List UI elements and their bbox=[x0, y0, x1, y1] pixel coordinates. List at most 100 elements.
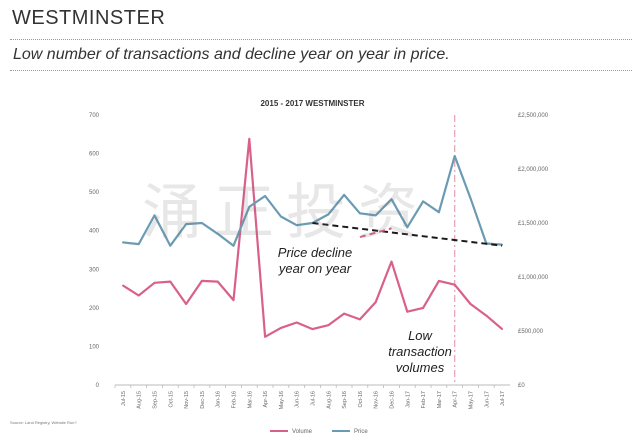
x-tick-label: Apr-16 bbox=[263, 391, 269, 408]
x-tick-label: May-16 bbox=[279, 391, 285, 409]
data-point-price bbox=[201, 222, 203, 224]
data-point-price bbox=[422, 200, 424, 203]
data-point-volume bbox=[453, 283, 456, 286]
data-point-volume bbox=[264, 335, 266, 338]
x-tick-label: Jul-15 bbox=[121, 391, 127, 406]
data-point-volume bbox=[295, 321, 298, 324]
series-line-price bbox=[122, 154, 503, 247]
y-left-tick-label: 100 bbox=[89, 344, 100, 350]
x-tick-label: Sep-16 bbox=[342, 391, 348, 409]
x-tick-label: Aug-16 bbox=[326, 391, 332, 409]
data-point-price bbox=[390, 198, 393, 201]
y-left-tick-label: 0 bbox=[96, 383, 100, 389]
data-point-volume bbox=[153, 281, 156, 284]
data-point-price bbox=[343, 194, 345, 196]
data-point-price bbox=[216, 232, 219, 235]
data-point-volume bbox=[390, 260, 393, 263]
y-left-tick-label: 300 bbox=[89, 267, 100, 273]
data-point-volume bbox=[185, 303, 188, 305]
price-annotation: Price decline year on year bbox=[255, 245, 375, 277]
x-tick-label: Jul-16 bbox=[311, 391, 317, 406]
data-point-price bbox=[122, 241, 124, 244]
data-point-volume bbox=[232, 299, 235, 302]
data-point-price bbox=[469, 197, 472, 200]
x-tick-label: Apr-17 bbox=[453, 391, 459, 408]
y-right-tick-label: £500,000 bbox=[518, 329, 544, 335]
data-point-volume bbox=[137, 294, 140, 297]
x-tick-label: Mar-17 bbox=[437, 391, 443, 408]
data-point-volume bbox=[501, 328, 503, 330]
data-point-price bbox=[232, 244, 235, 247]
x-tick-label: Jul-17 bbox=[500, 391, 506, 406]
title-divider bbox=[10, 39, 632, 40]
data-point-price bbox=[137, 243, 140, 245]
data-point-price bbox=[374, 214, 377, 217]
data-point-price bbox=[327, 213, 330, 216]
data-point-volume bbox=[122, 284, 124, 287]
source-note: Source: Land Registry, Website Run? bbox=[10, 420, 77, 425]
data-point-volume bbox=[422, 306, 424, 309]
data-point-price bbox=[359, 212, 361, 215]
data-point-volume bbox=[327, 324, 330, 327]
x-tick-label: Oct-15 bbox=[168, 391, 174, 408]
x-tick-label: Mar-16 bbox=[247, 391, 253, 408]
x-tick-label: Jun-16 bbox=[295, 391, 301, 408]
data-point-price bbox=[453, 155, 456, 157]
volume-annotation-line-1: Low bbox=[408, 328, 432, 343]
price-annotation-line-2: year on year bbox=[278, 261, 352, 276]
data-point-price bbox=[295, 224, 298, 227]
y-left-tick-label: 200 bbox=[89, 306, 100, 312]
data-point-price bbox=[438, 211, 440, 214]
data-point-volume bbox=[485, 314, 488, 317]
x-tick-label: Nov-16 bbox=[374, 391, 380, 409]
y-right-tick-label: £1,500,000 bbox=[518, 221, 549, 227]
data-point-volume bbox=[201, 279, 203, 282]
data-point-volume bbox=[311, 328, 314, 330]
data-point-volume bbox=[343, 312, 345, 315]
legend-label-volume: Volume bbox=[292, 429, 313, 435]
data-point-volume bbox=[216, 280, 219, 283]
y-right-tick-label: £0 bbox=[518, 383, 525, 389]
data-point-price bbox=[185, 223, 188, 225]
x-tick-label: Sep-15 bbox=[153, 391, 159, 409]
series-line-volume bbox=[122, 137, 503, 338]
x-tick-label: Jan-17 bbox=[405, 391, 411, 408]
volume-annotation-line-3: volumes bbox=[395, 360, 445, 375]
data-point-price bbox=[153, 214, 156, 217]
data-point-price bbox=[280, 215, 282, 218]
y-left-tick-label: 400 bbox=[89, 229, 100, 235]
y-left-tick-label: 500 bbox=[89, 190, 100, 196]
data-point-volume bbox=[359, 318, 361, 321]
data-point-volume bbox=[469, 303, 472, 305]
x-tick-label: Jan-16 bbox=[216, 391, 222, 408]
data-point-volume bbox=[280, 327, 282, 329]
subtitle-divider bbox=[10, 70, 632, 71]
y-right-tick-label: £2,000,000 bbox=[518, 167, 549, 173]
y-left-tick-label: 600 bbox=[89, 152, 100, 158]
data-point-volume bbox=[248, 138, 251, 140]
x-tick-label: Dec-15 bbox=[200, 391, 206, 409]
x-tick-label: Jun-17 bbox=[484, 391, 490, 408]
data-point-price bbox=[406, 226, 409, 229]
data-point-volume bbox=[406, 310, 409, 313]
x-tick-label: Aug-15 bbox=[137, 391, 143, 409]
y-right-tick-label: £2,500,000 bbox=[518, 113, 549, 119]
y-left-tick-label: 700 bbox=[89, 113, 100, 119]
x-tick-label: Nov-15 bbox=[184, 391, 190, 409]
volume-annotation-line-2: transaction bbox=[388, 344, 452, 359]
page-title: WESTMINSTER bbox=[12, 7, 166, 29]
data-point-volume bbox=[169, 280, 172, 283]
page-subtitle: Low number of transactions and decline y… bbox=[13, 46, 450, 63]
x-tick-label: Feb-17 bbox=[421, 391, 427, 408]
x-tick-label: May-17 bbox=[469, 391, 475, 409]
data-point-volume bbox=[374, 301, 377, 303]
data-point-volume bbox=[438, 279, 440, 282]
trendline-price bbox=[312, 222, 503, 247]
data-point-price bbox=[264, 195, 266, 197]
x-tick-label: Oct-16 bbox=[358, 391, 364, 408]
x-tick-label: Dec-16 bbox=[390, 391, 396, 409]
y-right-tick-label: £1,000,000 bbox=[518, 275, 549, 281]
trendline-volume bbox=[359, 227, 392, 239]
legend-label-price: Price bbox=[354, 429, 368, 435]
